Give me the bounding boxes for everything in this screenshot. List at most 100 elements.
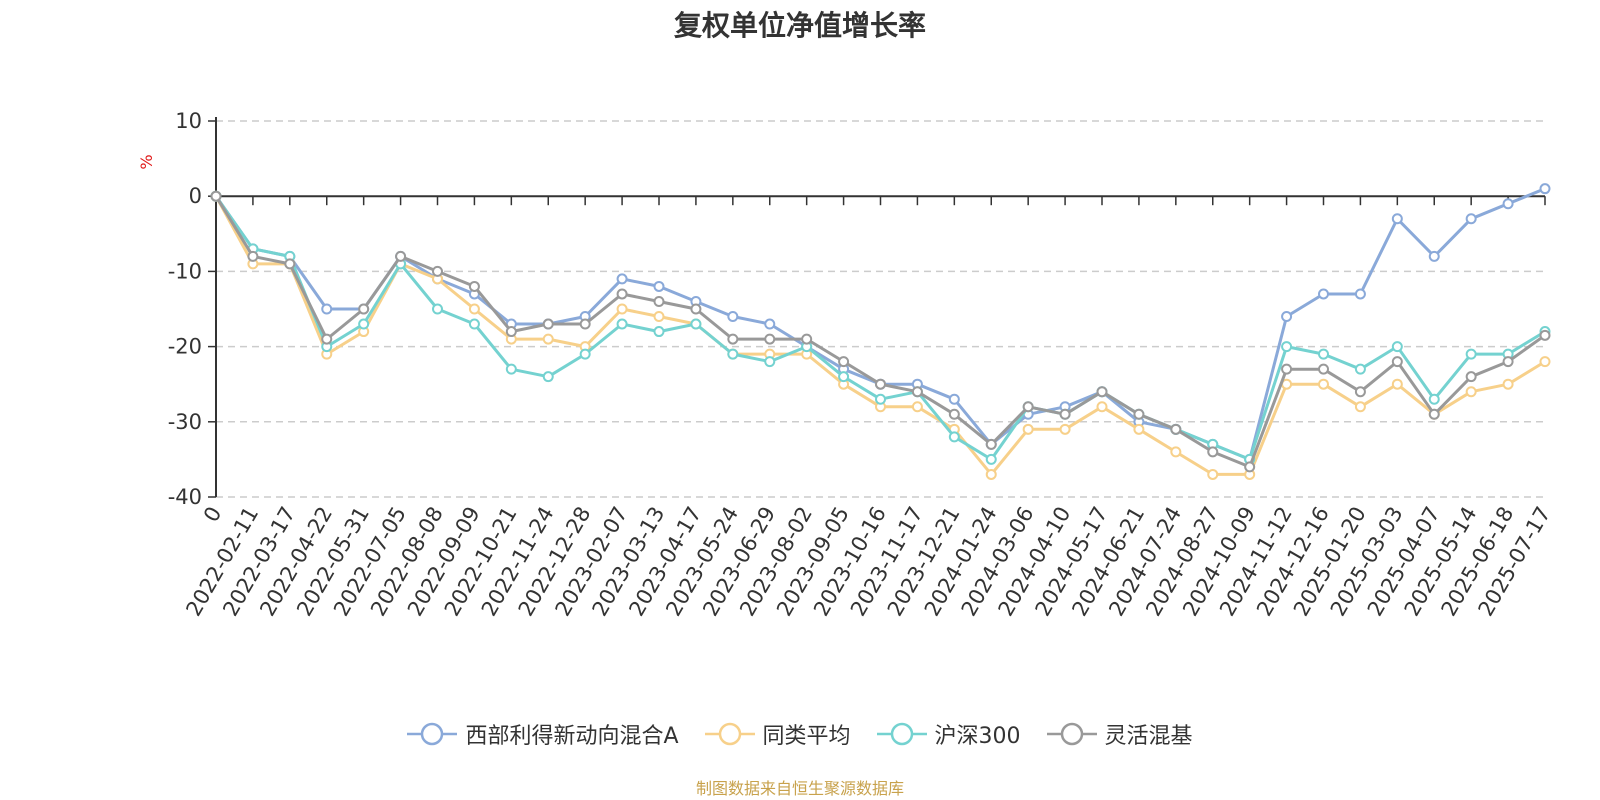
data-point [468, 303, 480, 315]
data-source-note: 制图数据来自恒生聚源数据库 [695, 779, 904, 798]
data-point [579, 348, 591, 360]
data-point [690, 318, 702, 330]
data-point [911, 386, 923, 398]
data-point [616, 318, 628, 330]
data-point [948, 431, 960, 443]
data-point [542, 371, 554, 383]
data-point [1318, 348, 1329, 360]
data-point [948, 393, 960, 405]
data-point [838, 356, 850, 368]
series-line [214, 195, 1546, 461]
series-line [214, 195, 1546, 476]
data-point [1207, 468, 1219, 480]
data-point [1022, 423, 1034, 435]
data-point [579, 318, 591, 330]
y-tick-label: -20 [168, 335, 202, 359]
legend-label: 西部利得新动向混合A [465, 724, 679, 749]
data-point [653, 326, 665, 338]
data-point [985, 453, 997, 465]
y-axis-unit: % [137, 154, 156, 169]
data-point [468, 280, 480, 292]
data-point [1354, 386, 1366, 398]
data-point [1502, 198, 1514, 210]
data-point [1318, 378, 1329, 390]
legend-item[interactable]: 沪深300 [876, 718, 1021, 750]
data-point [1539, 183, 1551, 195]
data-point [616, 288, 628, 300]
data-point [875, 378, 886, 390]
data-point [948, 408, 960, 420]
y-tick-label: 0 [189, 184, 202, 208]
data-point [727, 348, 739, 360]
data-point [1354, 401, 1366, 413]
legend-line-circle-icon [1046, 722, 1097, 746]
data-point [1428, 408, 1440, 420]
data-point [1281, 341, 1293, 353]
data-point [1096, 401, 1108, 413]
data-point [284, 258, 296, 270]
data-point [432, 303, 443, 315]
legend-label: 同类平均 [762, 724, 851, 749]
data-point [875, 393, 886, 405]
data-point [1244, 461, 1256, 473]
data-point [321, 333, 333, 345]
data-point [1318, 288, 1329, 300]
data-point [653, 311, 665, 323]
data-point [911, 401, 923, 413]
data-point [1428, 250, 1440, 262]
x-tick-label: 0 [199, 503, 226, 527]
data-point [1465, 371, 1477, 383]
data-point [1170, 423, 1182, 435]
data-point [358, 318, 370, 330]
data-point [1539, 356, 1551, 368]
data-point [727, 311, 739, 323]
data-point [764, 318, 776, 330]
data-point [1096, 386, 1108, 398]
data-point [358, 303, 370, 315]
legend-item[interactable]: 西部利得新动向混合A [407, 718, 679, 750]
data-point [1207, 446, 1219, 458]
legend-item[interactable]: 同类平均 [704, 718, 851, 750]
data-point [1133, 423, 1145, 435]
data-point [1354, 288, 1366, 300]
data-point [542, 333, 554, 345]
data-point [616, 303, 628, 315]
data-point [764, 333, 776, 345]
chart-title: 复权单位净值增长率 [673, 9, 926, 42]
data-point [1539, 329, 1551, 341]
data-point [1391, 213, 1403, 225]
legend-line-circle-icon [704, 722, 755, 746]
data-point [321, 303, 333, 315]
data-point [727, 333, 739, 345]
data-point [395, 250, 407, 262]
data-point [1391, 341, 1403, 353]
legend-line-circle-icon [876, 722, 927, 746]
legend-label: 沪深300 [934, 724, 1021, 749]
data-point [1502, 378, 1514, 390]
data-point [690, 303, 702, 315]
series-line [214, 187, 1546, 461]
data-point [1022, 401, 1034, 413]
data-point [653, 295, 665, 307]
y-tick-label: -30 [168, 410, 202, 434]
data-point [1465, 348, 1477, 360]
data-point [1133, 408, 1145, 420]
data-point [505, 326, 517, 338]
legend-item[interactable]: 灵活混基 [1046, 718, 1193, 750]
data-point [1318, 363, 1329, 375]
data-point [653, 280, 665, 292]
data-point [616, 273, 628, 285]
data-point [1170, 446, 1182, 458]
data-point [247, 250, 259, 262]
data-point [838, 371, 850, 383]
y-tick-label: -10 [168, 259, 202, 283]
data-point [1391, 356, 1403, 368]
data-point [468, 318, 480, 330]
data-point [985, 438, 997, 450]
data-point [1354, 363, 1366, 375]
legend-label: 灵活混基 [1104, 724, 1193, 749]
data-point [1059, 423, 1071, 435]
data-point [1428, 393, 1440, 405]
data-point [985, 468, 997, 480]
data-point [1465, 386, 1477, 398]
